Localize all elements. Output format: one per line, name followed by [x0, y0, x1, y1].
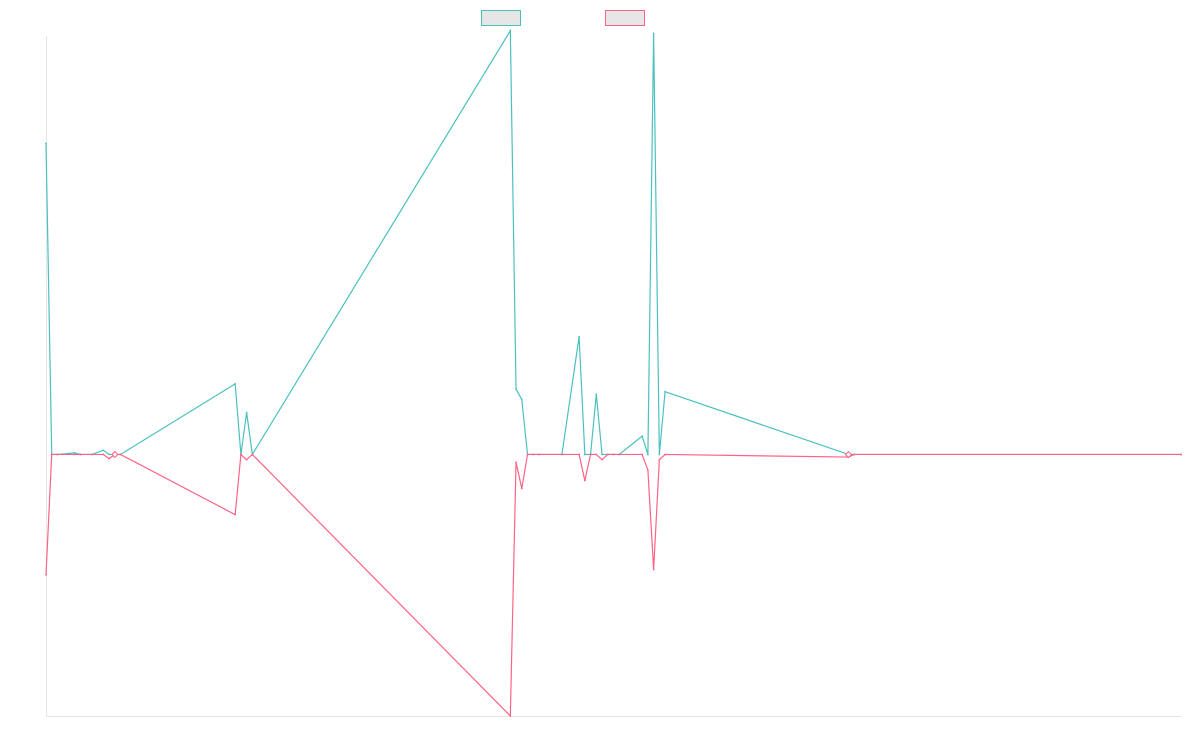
- data-point[interactable]: [658, 453, 661, 456]
- series-line: [45, 28, 1181, 457]
- data-point[interactable]: [50, 453, 53, 456]
- data-point[interactable]: [595, 393, 598, 396]
- data-point[interactable]: [583, 479, 586, 482]
- data-point[interactable]: [844, 450, 853, 459]
- data-point[interactable]: [79, 453, 82, 456]
- data-point[interactable]: [612, 453, 615, 456]
- data-point[interactable]: [606, 453, 609, 456]
- series-line: [45, 453, 1181, 718]
- data-point[interactable]: [108, 457, 110, 460]
- data-point[interactable]: [509, 715, 512, 717]
- data-point[interactable]: [245, 458, 248, 461]
- legend-swatch: [605, 10, 645, 26]
- data-point[interactable]: [111, 450, 119, 459]
- data-point[interactable]: [578, 453, 581, 456]
- data-point[interactable]: [664, 390, 666, 393]
- axes: [46, 36, 1181, 717]
- baseline-markers: [111, 450, 853, 459]
- data-point[interactable]: [108, 453, 110, 456]
- data-point[interactable]: [853, 453, 856, 456]
- data-point[interactable]: [652, 32, 655, 35]
- data-point[interactable]: [45, 142, 47, 145]
- data-point[interactable]: [646, 469, 649, 472]
- data-point[interactable]: [526, 453, 529, 456]
- series-2: [45, 453, 1182, 718]
- data-point[interactable]: [102, 453, 105, 456]
- data-point[interactable]: [73, 453, 76, 456]
- data-point[interactable]: [646, 453, 649, 456]
- data-point[interactable]: [641, 435, 644, 438]
- data-point[interactable]: [515, 461, 517, 464]
- legend-item[interactable]: [605, 10, 645, 26]
- data-point[interactable]: [664, 453, 666, 456]
- data-point[interactable]: [520, 487, 523, 490]
- data-point[interactable]: [90, 453, 93, 456]
- data-point[interactable]: [515, 388, 517, 390]
- data-point[interactable]: [595, 453, 598, 456]
- data-point[interactable]: [532, 453, 535, 456]
- data-point[interactable]: [618, 453, 621, 456]
- data-point[interactable]: [45, 573, 47, 576]
- data-point[interactable]: [119, 453, 122, 456]
- data-point[interactable]: [601, 453, 603, 456]
- data-point[interactable]: [56, 453, 59, 456]
- data-point[interactable]: [102, 449, 105, 452]
- legend-swatch: [481, 10, 521, 26]
- data-point[interactable]: [245, 411, 248, 414]
- data-point[interactable]: [641, 453, 644, 456]
- data-point[interactable]: [601, 458, 603, 461]
- data-point[interactable]: [589, 453, 592, 456]
- data-point[interactable]: [578, 335, 581, 338]
- data-point[interactable]: [652, 568, 655, 571]
- data-point[interactable]: [239, 453, 242, 456]
- data-point[interactable]: [509, 29, 512, 32]
- data-point[interactable]: [538, 453, 540, 456]
- data-point[interactable]: [520, 398, 523, 401]
- series-layer: [45, 28, 1182, 718]
- data-point[interactable]: [73, 451, 76, 454]
- legend-item[interactable]: [481, 10, 521, 26]
- data-point[interactable]: [583, 453, 586, 456]
- data-point[interactable]: [561, 453, 563, 456]
- data-point[interactable]: [234, 513, 237, 516]
- data-point[interactable]: [251, 453, 254, 456]
- legend: [481, 10, 645, 26]
- data-point[interactable]: [1180, 453, 1182, 456]
- data-point[interactable]: [234, 382, 237, 385]
- data-point[interactable]: [658, 458, 661, 461]
- series-1: [45, 28, 1182, 457]
